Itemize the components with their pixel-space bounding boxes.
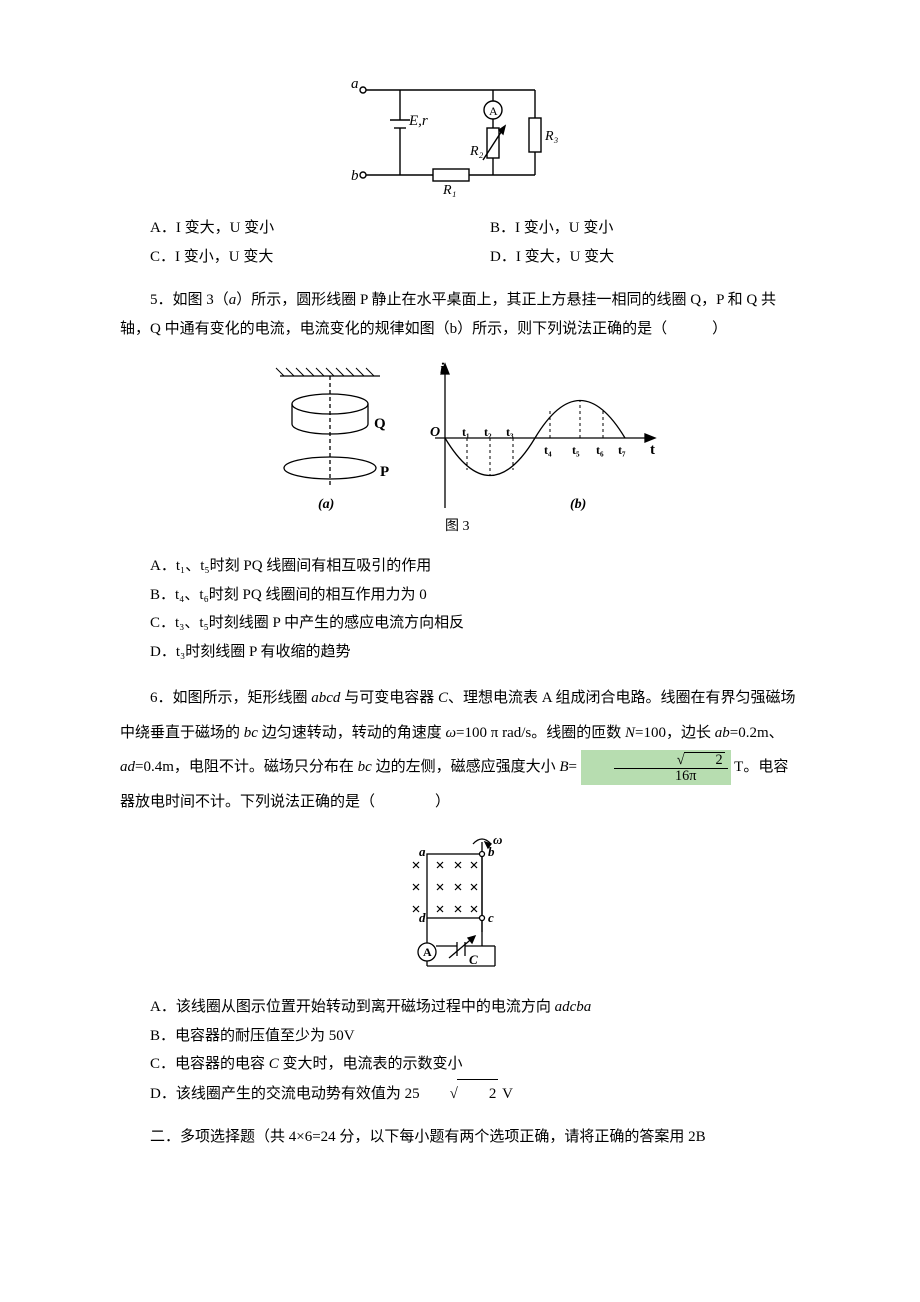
label-R3: R₃ — [544, 129, 559, 144]
q4-options: A．I 变大，U 变小 B．I 变小，U 变小 C．I 变小，U 变大 D．I … — [120, 214, 800, 271]
label-P: P — [380, 464, 389, 480]
q6-s4: 边匀速转动，转动的角速度 — [258, 725, 446, 741]
page: a b E,r R₁ R₂ R₃ A A．I 变大，U 变小 B．I 变小，U … — [0, 0, 920, 1302]
frac-den: 16π — [614, 769, 728, 784]
q5-figure: Q P (a) — [120, 358, 800, 538]
q6-opt-D: D．该线圈产生的交流电动势有效值为 25 2 V — [120, 1079, 800, 1109]
label-a: a — [351, 76, 359, 92]
label-O: O — [430, 425, 440, 440]
q6-s5: =100 π rad/s。线圈的匝数 — [456, 725, 625, 741]
tick-t5: t₅ — [572, 443, 580, 457]
label-Q: Q — [374, 416, 386, 432]
q6D-pre: D．该线圈产生的交流电动势有效值为 — [150, 1086, 405, 1102]
q6-figure: a b c d C A ω — [120, 834, 800, 979]
lbl-C: C — [469, 952, 478, 967]
q6A-it: adcba — [555, 999, 592, 1015]
q6-opt-B: B．电容器的耐压值至少为 50V — [120, 1022, 800, 1051]
rect-coil-svg: a b c d C A ω — [385, 834, 535, 979]
lbl-A: A — [423, 945, 432, 959]
q6-B: B — [559, 759, 568, 775]
q4-opt-C: C．I 变小，U 变大 — [120, 243, 460, 272]
q6-options: A．该线圈从图示位置开始转动到离开磁场过程中的电流方向 adcba B．电容器的… — [120, 993, 800, 1108]
label-a-cap: (a) — [318, 497, 334, 512]
q6D-post: V — [498, 1086, 513, 1102]
q5-opt-D: D．t₃时刻线圈 P 有收缩的趋势 — [120, 638, 800, 667]
q6-bc: bc — [244, 725, 258, 741]
q6A-pre: A．该线圈从图示位置开始转动到离开磁场过程中的电流方向 — [150, 999, 555, 1015]
frac-num-sqrt: 2 — [684, 752, 725, 768]
q6-s10: = — [569, 759, 581, 775]
q6-bc2: bc — [358, 759, 372, 775]
q6-s8: =0.4m，电阻不计。磁场只分布在 — [135, 759, 358, 775]
q4-opt-A: A．I 变大，U 变小 — [120, 214, 460, 243]
q6-C: C — [438, 690, 448, 706]
label-Er: E,r — [408, 113, 428, 129]
q6-omega: ω — [445, 725, 456, 741]
frac-highlight: 216π — [581, 750, 731, 785]
q6C-post: 变大时，电流表的示数变小 — [279, 1056, 463, 1072]
q6C-pre: C．电容器的电容 — [150, 1056, 269, 1072]
q6-s2: 与可变电容器 — [340, 690, 438, 706]
coils-graph-svg: Q P (a) — [250, 358, 670, 538]
tick-t2: t₂ — [484, 425, 492, 439]
q6-opt-A: A．该线圈从图示位置开始转动到离开磁场过程中的电流方向 adcba — [120, 993, 800, 1022]
q6D-sqrt: 2 — [457, 1079, 499, 1109]
q6-s7: =0.2m、 — [730, 725, 784, 741]
label-R2: R₂ — [469, 144, 484, 159]
q6-frac: 216π — [614, 752, 728, 784]
q6-abcd: abcd — [311, 690, 340, 706]
q5-stem: 5．如图 3（a）所示，圆形线圈 P 静止在水平桌面上，其正上方悬挂一相同的线圈… — [120, 286, 800, 343]
q6-s9: 边的左侧，磁感应强度大小 — [372, 759, 560, 775]
lbl-omega: ω — [493, 834, 502, 847]
q6-opt-C: C．电容器的电容 C 变大时，电流表的示数变小 — [120, 1050, 800, 1079]
label-t: t — [650, 442, 655, 458]
label-A: A — [489, 104, 498, 118]
fig3-caption: 图 3 — [445, 519, 470, 534]
q4-opt-D: D．I 变大，U 变大 — [460, 243, 800, 272]
lbl-a: a — [419, 844, 426, 859]
q6-ad: ad — [120, 759, 135, 775]
q4-circuit-figure: a b E,r R₁ R₂ R₃ A — [120, 70, 800, 200]
q5-options: A．t₁、t₅时刻 PQ 线圈间有相互吸引的作用 B．t₄、t₆时刻 PQ 线圈… — [120, 552, 800, 666]
tick-t6: t₆ — [596, 443, 604, 457]
q6D-num: 25 — [405, 1086, 420, 1102]
q6-stem: 6．如图所示，矩形线圈 abcd 与可变电容器 C、理想电流表 A 组成闭合电路… — [120, 681, 800, 819]
tick-t4: t₄ — [544, 443, 552, 457]
q5-opt-C: C．t₃、t₅时刻线圈 P 中产生的感应电流方向相反 — [120, 609, 800, 638]
q6-ab: ab — [715, 725, 730, 741]
q5-opt-B: B．t₄、t₆时刻 PQ 线圈间的相互作用力为 0 — [120, 581, 800, 610]
q5-s1: 5．如图 3（ — [150, 292, 229, 308]
q6-s1: 6．如图所示，矩形线圈 — [150, 690, 311, 706]
tick-t3: t₃ — [506, 425, 514, 439]
q5-opt-A: A．t₁、t₅时刻 PQ 线圈间有相互吸引的作用 — [120, 552, 800, 581]
lbl-d: d — [419, 910, 426, 925]
label-R1: R₁ — [442, 183, 456, 198]
circuit-svg: a b E,r R₁ R₂ R₃ A — [345, 70, 575, 200]
tick-t7: t₇ — [618, 443, 626, 457]
q6-N: N — [625, 725, 635, 741]
lbl-c: c — [488, 910, 494, 925]
q6C-it: C — [269, 1056, 279, 1072]
q4-opt-B: B．I 变小，U 变小 — [460, 214, 800, 243]
label-b-cap: (b) — [570, 497, 586, 512]
tick-t1: t₁ — [462, 425, 470, 439]
q6-s6: =100，边长 — [635, 725, 715, 741]
label-b: b — [351, 168, 359, 184]
section2-heading: 二．多项选择题（共 4×6=24 分，以下每小题有两个选项正确，请将正确的答案用… — [120, 1123, 800, 1152]
